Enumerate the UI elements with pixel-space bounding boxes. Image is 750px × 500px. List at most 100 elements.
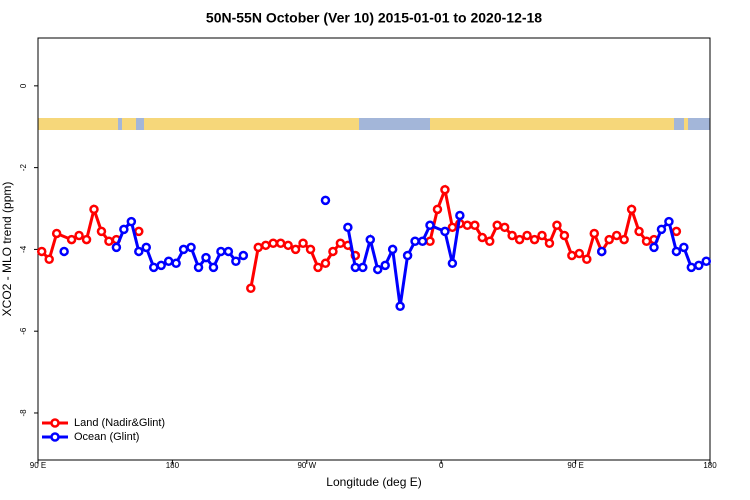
data-point	[290, 244, 301, 255]
data-point	[193, 262, 204, 273]
data-point	[216, 246, 226, 257]
data-point	[253, 242, 264, 253]
data-point	[694, 260, 704, 271]
data-point	[619, 234, 629, 245]
data-point	[477, 232, 488, 243]
data-point	[156, 260, 166, 271]
data-point	[484, 236, 495, 246]
data-point	[492, 220, 502, 231]
data-point	[66, 234, 77, 245]
data-point	[51, 228, 62, 239]
data-point	[365, 234, 376, 245]
data-point	[320, 258, 331, 269]
x-tick-label: 90 W	[297, 461, 316, 470]
data-point	[178, 244, 189, 255]
data-point	[626, 204, 637, 215]
data-point	[313, 262, 323, 273]
data-point	[425, 236, 435, 246]
data-point	[544, 238, 555, 249]
x-tick-label: 90 E	[567, 461, 583, 470]
data-point	[634, 226, 644, 237]
data-point	[343, 222, 353, 233]
x-tick-label: 180	[703, 461, 717, 470]
data-point	[596, 246, 607, 257]
data-point	[74, 230, 84, 241]
data-point	[104, 236, 114, 246]
data-point	[223, 246, 234, 257]
data-point	[432, 204, 443, 215]
series-line	[249, 241, 357, 289]
data-point	[298, 238, 308, 249]
data-point	[134, 246, 144, 257]
data-point	[275, 238, 286, 249]
data-point	[559, 230, 570, 241]
data-point	[328, 246, 338, 257]
data-point	[589, 228, 600, 239]
data-point	[380, 260, 390, 271]
y-tick-label: 0	[19, 83, 28, 88]
data-point	[36, 246, 47, 257]
y-tick-label: -6	[19, 327, 28, 335]
data-point	[537, 230, 547, 241]
legend-label: Land (Nadir&Glint)	[74, 417, 165, 429]
data-point	[126, 216, 137, 227]
data-point	[283, 240, 293, 251]
data-point	[470, 220, 480, 231]
data-point	[260, 240, 271, 251]
data-point	[335, 238, 346, 249]
land-mask-band	[38, 118, 710, 130]
data-point	[201, 252, 211, 263]
y-tick-label: -8	[19, 409, 28, 417]
legend-label: Ocean (Glint)	[74, 431, 139, 443]
data-point	[246, 283, 256, 294]
data-point	[574, 248, 585, 259]
x-tick-label: 180	[166, 461, 180, 470]
data-point	[664, 216, 674, 227]
data-point	[455, 210, 465, 221]
data-point	[611, 230, 622, 241]
x-axis-label: Longitude (deg E)	[326, 475, 421, 489]
data-point	[96, 226, 107, 237]
legend-marker	[50, 418, 60, 428]
legend-marker	[50, 432, 60, 442]
data-point	[372, 264, 383, 275]
data-point	[686, 262, 697, 273]
data-point	[44, 254, 54, 264]
y-tick-label: -4	[19, 245, 28, 253]
data-point	[81, 234, 92, 245]
data-point	[305, 244, 316, 255]
y-axis-label: XCO2 - MLO trend (ppm)	[0, 182, 14, 317]
data-point	[604, 234, 614, 245]
data-point	[641, 236, 652, 246]
data-point	[514, 234, 525, 245]
data-point	[567, 250, 577, 261]
data-point	[410, 236, 420, 246]
data-point	[425, 220, 435, 231]
data-point	[163, 256, 174, 267]
data-point	[59, 246, 69, 257]
data-point	[440, 226, 450, 237]
data-point	[119, 224, 129, 235]
data-point	[522, 230, 532, 241]
data-point	[671, 226, 682, 237]
data-point	[148, 262, 159, 273]
data-point	[649, 242, 659, 253]
data-point	[582, 254, 592, 264]
data-point	[395, 301, 405, 311]
data-point	[387, 244, 398, 255]
data-point	[462, 220, 473, 231]
data-point	[141, 242, 152, 253]
y-tick-label: -2	[19, 164, 28, 172]
data-point	[552, 220, 562, 231]
data-point	[529, 234, 540, 245]
data-point	[679, 242, 689, 253]
data-point	[186, 242, 196, 253]
data-point	[507, 230, 517, 241]
data-point	[447, 258, 458, 269]
data-point	[171, 258, 181, 269]
data-point	[440, 184, 450, 195]
data-point	[417, 236, 428, 246]
data-point	[231, 256, 241, 267]
data-point	[402, 250, 413, 261]
